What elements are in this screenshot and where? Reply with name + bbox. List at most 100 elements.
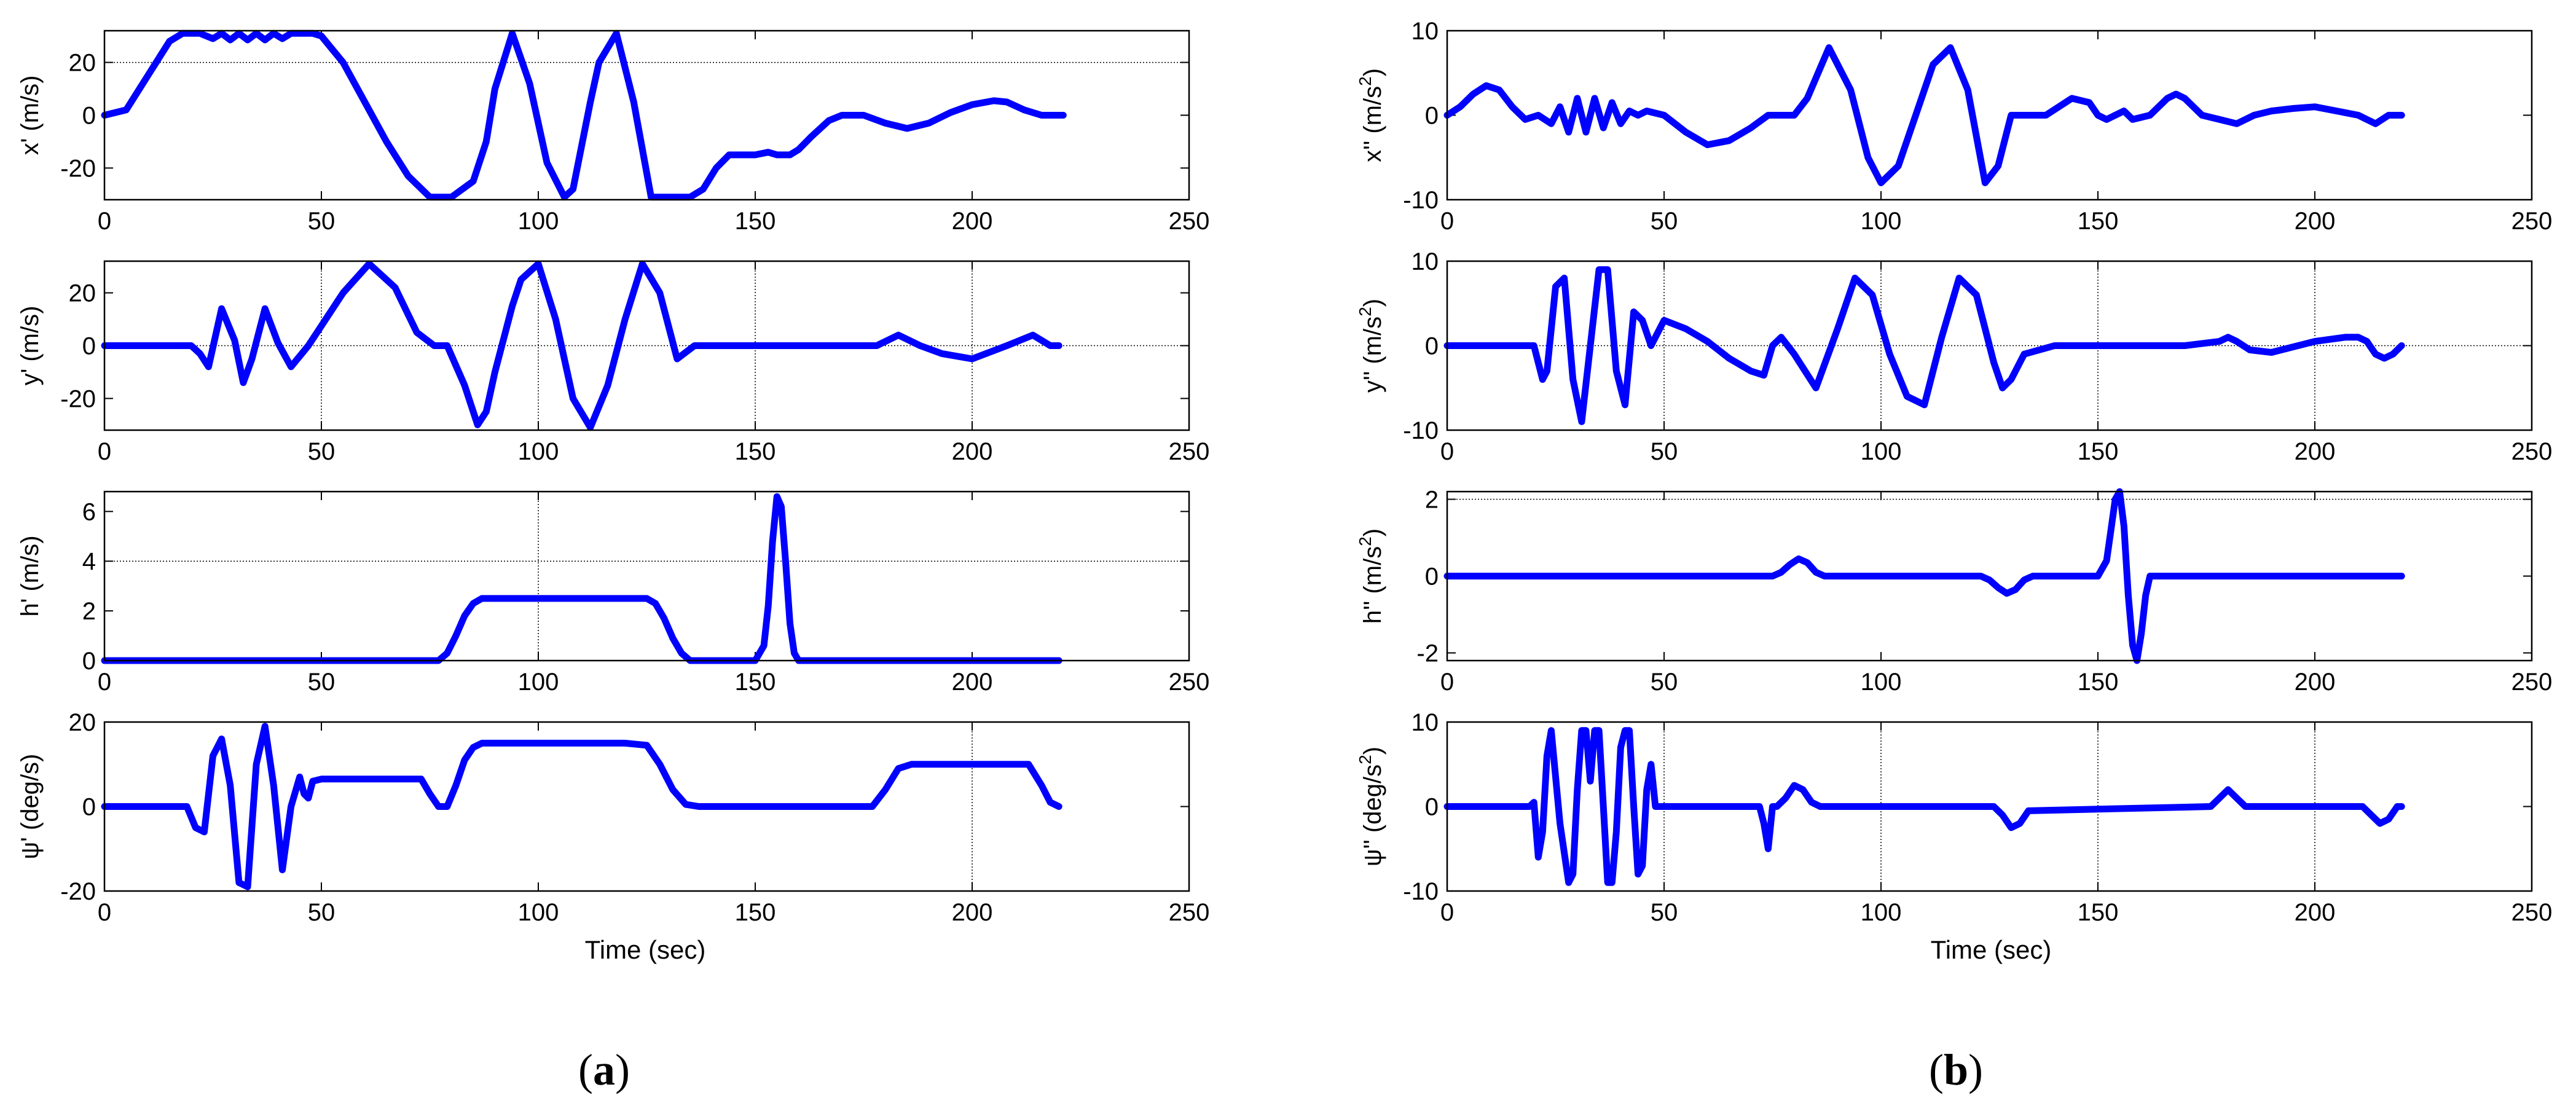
chart-b3-x-tick-label: 0 xyxy=(1440,669,1454,696)
chart-a1-y-tick-label: -20 xyxy=(60,155,96,182)
chart-b4-x-tick-label: 0 xyxy=(1440,899,1454,926)
chart-a2-x-tick-label: 0 xyxy=(98,438,111,465)
chart-a3-x-tick-label: 150 xyxy=(735,669,776,696)
chart-b2-x-tick-label: 50 xyxy=(1651,438,1678,465)
chart-a2-y-axis-label: y' (m/s) xyxy=(17,306,44,386)
chart-b1-y-axis-label: x'' (m/s2) xyxy=(1356,68,1386,162)
chart-a3-series-line xyxy=(101,493,1062,664)
chart-a1-x-tick-label: 50 xyxy=(308,208,336,235)
chart-b3-series-line xyxy=(1443,488,2405,664)
chart-a3-x-tick-label: 100 xyxy=(518,669,559,696)
chart-b4-x-tick-label: 200 xyxy=(2295,899,2336,926)
chart-a3-y-tick-label: 0 xyxy=(82,648,96,675)
chart-a4-y-axis-label: ψ' (deg/s) xyxy=(17,754,44,860)
chart-a3-x-tick-label: 0 xyxy=(98,669,111,696)
chart-b3-y-tick-label: 0 xyxy=(1425,563,1439,591)
chart-a1-axes-frame xyxy=(103,29,1190,201)
chart-a4-y-tick-label: 20 xyxy=(69,709,96,736)
chart-a2-x-tick-label: 200 xyxy=(952,438,993,465)
chart-a4-x-tick-label: 0 xyxy=(98,899,111,926)
chart-b2-y-tick-label: 0 xyxy=(1425,333,1439,360)
chart-b3-x-tick-label: 250 xyxy=(2511,669,2553,696)
chart-a1-series-line xyxy=(101,29,1067,201)
chart-a4-x-tick-label: 250 xyxy=(1169,899,1210,926)
chart-b1-x-tick-label: 0 xyxy=(1440,208,1454,235)
chart-b4-y-axis-label: ψ'' (deg/s2) xyxy=(1356,747,1386,866)
x-axis-label-a: Time (sec) xyxy=(585,935,706,964)
chart-a1-x-tick-label: 250 xyxy=(1169,208,1210,235)
chart-a3: 0 50 100 150 200 250 0 2 4 6 h' (m/s) xyxy=(17,490,1210,696)
chart-b2-y-tick-label: 10 xyxy=(1412,248,1439,275)
chart-b4-y-tick-label: -10 xyxy=(1403,878,1439,905)
chart-b4-x-tick-label: 250 xyxy=(2511,899,2553,926)
chart-b1-series-line xyxy=(1443,44,2405,186)
chart-a3-y-tick-label: 6 xyxy=(82,498,96,525)
chart-a4-series-line xyxy=(101,723,1062,890)
chart-b3-y-tick-label: 2 xyxy=(1425,487,1439,514)
chart-a3-x-tick-label: 200 xyxy=(952,669,993,696)
chart-b2-x-tick-label: 200 xyxy=(2295,438,2336,465)
chart-a1-x-tick-label: 200 xyxy=(952,208,993,235)
chart-b4-x-tick-label: 50 xyxy=(1651,899,1678,926)
chart-a1-y-axis-label: x' (m/s) xyxy=(17,76,44,155)
chart-b3-y-tick-label: -2 xyxy=(1416,640,1439,667)
chart-a1-x-tick-label: 100 xyxy=(518,208,559,235)
chart-b1-x-tick-label: 100 xyxy=(1861,208,1902,235)
chart-a3-x-tick-label: 50 xyxy=(308,669,336,696)
chart-b4-y-tick-label: 0 xyxy=(1425,794,1439,821)
chart-b2-axes-frame xyxy=(1446,260,2533,431)
chart-b2-x-tick-label: 150 xyxy=(2078,438,2119,465)
chart-b1-y-tick-label: 10 xyxy=(1412,18,1439,45)
chart-a3-axes-frame xyxy=(103,490,1190,662)
chart-b4-axes-frame xyxy=(1446,721,2533,892)
chart-b3-x-tick-label: 150 xyxy=(2078,669,2119,696)
chart-b3-axes-frame xyxy=(1446,490,2533,662)
chart-b3-x-tick-label: 100 xyxy=(1861,669,1902,696)
chart-b4-y-tick-label: 10 xyxy=(1412,709,1439,736)
chart-a3-y-tick-label: 4 xyxy=(82,548,96,575)
chart-b2-series-line xyxy=(1443,266,2405,425)
chart-b3-x-tick-label: 200 xyxy=(2295,669,2336,696)
chart-a1-x-tick-label: 150 xyxy=(735,208,776,235)
chart-a3-y-axis-label: h' (m/s) xyxy=(17,535,44,616)
chart-b1-x-tick-label: 250 xyxy=(2511,208,2553,235)
chart-a2-x-tick-label: 250 xyxy=(1169,438,1210,465)
chart-b1-x-tick-label: 150 xyxy=(2078,208,2119,235)
chart-a4-axes-frame xyxy=(103,721,1190,892)
chart-a2-x-tick-label: 50 xyxy=(308,438,336,465)
x-axis-label-b: Time (sec) xyxy=(1931,935,2052,964)
chart-a2-series-line xyxy=(101,260,1062,431)
chart-a2-y-tick-label: 20 xyxy=(69,280,96,307)
chart-a4-x-tick-label: 200 xyxy=(952,899,993,926)
chart-b3-x-tick-label: 50 xyxy=(1651,669,1678,696)
chart-b4-x-tick-label: 100 xyxy=(1861,899,1902,926)
chart-b1-x-tick-label: 200 xyxy=(2295,208,2336,235)
panel-label-a: (a) xyxy=(578,1045,630,1094)
chart-a2-axes-frame xyxy=(103,260,1190,431)
chart-b1-x-tick-label: 50 xyxy=(1651,208,1678,235)
chart-b2-x-tick-label: 100 xyxy=(1861,438,1902,465)
chart-a4-x-tick-label: 150 xyxy=(735,899,776,926)
chart-a3-y-tick-label: 2 xyxy=(82,598,96,625)
chart-a4-y-tick-label: -20 xyxy=(60,878,96,905)
chart-b2-y-axis-label: y'' (m/s2) xyxy=(1356,299,1386,393)
chart-a1-y-tick-label: 20 xyxy=(69,50,96,77)
chart-a3-x-tick-label: 250 xyxy=(1169,669,1210,696)
panel-label-b: (b) xyxy=(1929,1045,1983,1094)
chart-a1-x-tick-label: 0 xyxy=(98,208,111,235)
chart-a4-y-tick-label: 0 xyxy=(82,794,96,821)
chart-a4-x-tick-label: 50 xyxy=(308,899,336,926)
chart-b1-y-tick-label: -10 xyxy=(1403,187,1439,214)
chart-a1-y-tick-label: 0 xyxy=(82,103,96,130)
chart-a2-x-tick-label: 100 xyxy=(518,438,559,465)
chart-b2-x-tick-label: 0 xyxy=(1440,438,1454,465)
